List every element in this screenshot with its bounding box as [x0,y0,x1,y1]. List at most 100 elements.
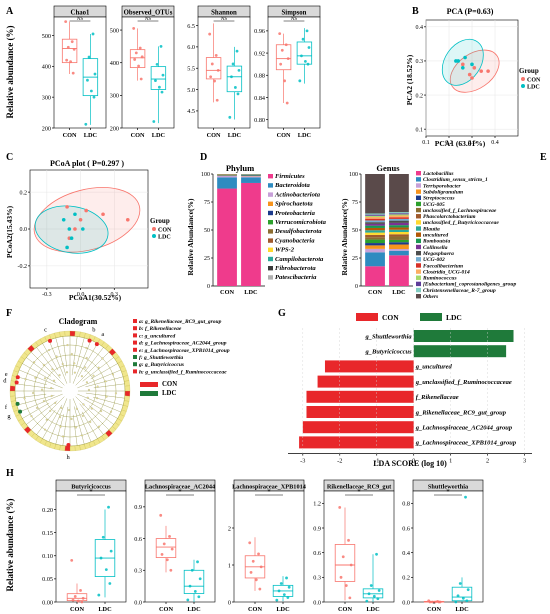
panel-a-facet-3-box-ldc [226,65,243,93]
panel-f-group-swatch-ldc [140,391,158,396]
panel-f-branch [77,393,121,413]
panel-f-branch [72,340,92,384]
panel-h-differential-genera: Relative abundance (%) Butyricicoccus 0.0… [5,479,484,613]
panel-e-ylabel: Relative Abundance(%) [340,198,349,275]
panel-a-facet-3-point-ldc [236,92,240,96]
panel-h-facet-5-ytick-label: 0.0 [402,599,410,606]
panel-f-node-label: f [5,404,8,411]
panel-h-facet-2-point-con [168,535,171,538]
panel-h-facet-2-xtick-label-con: CON [159,606,173,613]
panel-f-branch [48,398,68,442]
panel-f-legend-swatch-1 [133,326,137,331]
panel-e-bar-ldc-16 [389,215,409,218]
panel-f-branch [48,340,68,384]
panel-a-facet-4-ytick-label: 0.84 [254,95,265,102]
panel-e-legend-swatch-11 [416,238,421,244]
panel-a-facet-2-point-con [137,64,140,68]
panel-h-facet-3-ytick-label: 1 [228,562,231,569]
panel-a-facet-4-box-con [275,44,292,71]
panel-b-point-ldc [461,65,465,70]
panel-a-facet-4-ytick-label: 0.96 [254,28,265,35]
panel-h-facet-4-point-ldc [369,584,373,587]
panel-g-legend-swatch-con [356,313,378,321]
panel-h-facet-4-ytick-label: 0.3 [313,575,321,582]
panel-a-facet-4-ytick-label: 0.92 [254,50,265,57]
panel-c-point-ldc [69,236,74,241]
panel-e-legend-label-11: Romboutsia [422,239,450,245]
panel-h-facet-1-ytick-label: 0.05 [42,576,53,583]
panel-e-legend-swatch-9 [416,226,421,231]
panel-d-legend-label-4: Proteobacteria [275,210,316,217]
panel-g-bar-5 [306,406,414,418]
panel-f-branch [16,394,55,406]
panel-h-facet-1-point-con [76,599,80,603]
panel-h-facet-1-point-ldc [99,556,103,560]
panel-d-ylabel: Relative Abundance(%) [186,198,195,275]
panel-e-legend-label-13: Megasphaera [422,251,454,257]
panel-b-pca: PCA (P=0.63) PCA1 (63.01%) PCA2 (18.52%)… [405,7,541,148]
panel-e-legend-swatch-5 [416,201,421,207]
panel-h-facet-5-point-ldc [466,588,470,592]
panel-a-facet-2-ytick-label: 200 [110,125,119,132]
panel-f-node [105,395,108,398]
panel-d-legend-label-6: Desulfobacterota [274,228,322,235]
panel-a-facet-2-xtick-label-con: CON [131,132,145,139]
panel-a-facet-4-point-con [286,57,290,61]
panel-a-facet-3-point-con [216,68,220,72]
panel-e-bar-ldc-12 [389,222,409,226]
panel-a-facet-1-ytick-label: 500 [42,33,51,40]
panel-h-facet-1-point-con [70,558,74,562]
panel-f-node [42,400,45,403]
panel-h-facet-1-point-con [79,589,82,592]
panel-h-facet-2-point-con [165,558,169,562]
panel-d-xtick-label-con: CON [220,289,234,296]
panel-b-legend-swatch-ldc [521,84,525,88]
panel-a-facet-4-point-ldc [303,60,307,63]
panel-f-node-label: d [3,378,7,385]
panel-e-bar-con-17 [365,215,385,217]
panel-b-ytick-label: 0.2 [416,93,424,99]
panel-g-bar-label-7: g_Lachnospiraceae_XPB1014_group [415,440,517,447]
panel-f-highlight-node [66,442,71,447]
panel-f-branch [93,397,124,406]
panel-c-legend-title: Group [150,217,170,225]
panel-e-legend-swatch-3 [416,189,421,194]
panel-h-facet-4-ytick-label: 0.0 [313,599,321,606]
panel-h-facet-3-point-ldc [275,598,279,602]
panel-e-legend-swatch-13 [416,250,421,256]
panel-a-facet-1-ytick-label: 300 [42,94,51,101]
panel-f-node-label: c [44,327,47,334]
panel-f-branch [84,347,104,373]
panel-f-branch [36,409,56,435]
panel-f-branch [81,411,98,439]
panel-f-node [23,397,26,400]
panel-e-legend-swatch-18 [416,281,421,287]
panel-a-facet-1-point-ldc [84,122,88,126]
panel-e-legend-label-0: Lactobacillus [422,171,454,177]
panel-g-bar-2 [324,360,414,373]
panel-a-facet-4-point-ldc [307,46,311,49]
panel-c-point-con [65,205,69,209]
panel-h-facet-1-point-con [80,600,84,604]
panel-letter-h: H [6,468,14,479]
panel-a-facet-3-xtick-label-ldc: LDC [228,132,242,139]
panel-a-facet-2-title: Observed_OTUs [124,9,173,16]
panel-h-facet-2-point-con [159,513,163,517]
panel-d-legend-label-3: Spirochaetota [275,201,313,208]
panel-f-branch [73,406,85,445]
panel-f-node [110,410,113,413]
panel-e-bar-con-16 [365,216,385,219]
panel-f-node [89,420,92,423]
panel-a-facet-2-point-con [134,51,138,55]
panel-f-node [114,392,117,395]
panel-d-title: Phylum [226,163,254,173]
panel-h-facet-4-box-con [334,544,356,582]
panel-letter-c: C [6,152,13,163]
panel-d-legend-swatch-6 [268,229,273,234]
panel-h-facet-3-point-con [257,552,260,556]
panel-a-facet-1-point-con [69,60,72,64]
panel-a-facet-2-box-ldc [150,66,167,90]
panel-h-facet-1-ytick-label: 0.10 [42,553,53,560]
panel-f-outer-segment [124,395,130,402]
